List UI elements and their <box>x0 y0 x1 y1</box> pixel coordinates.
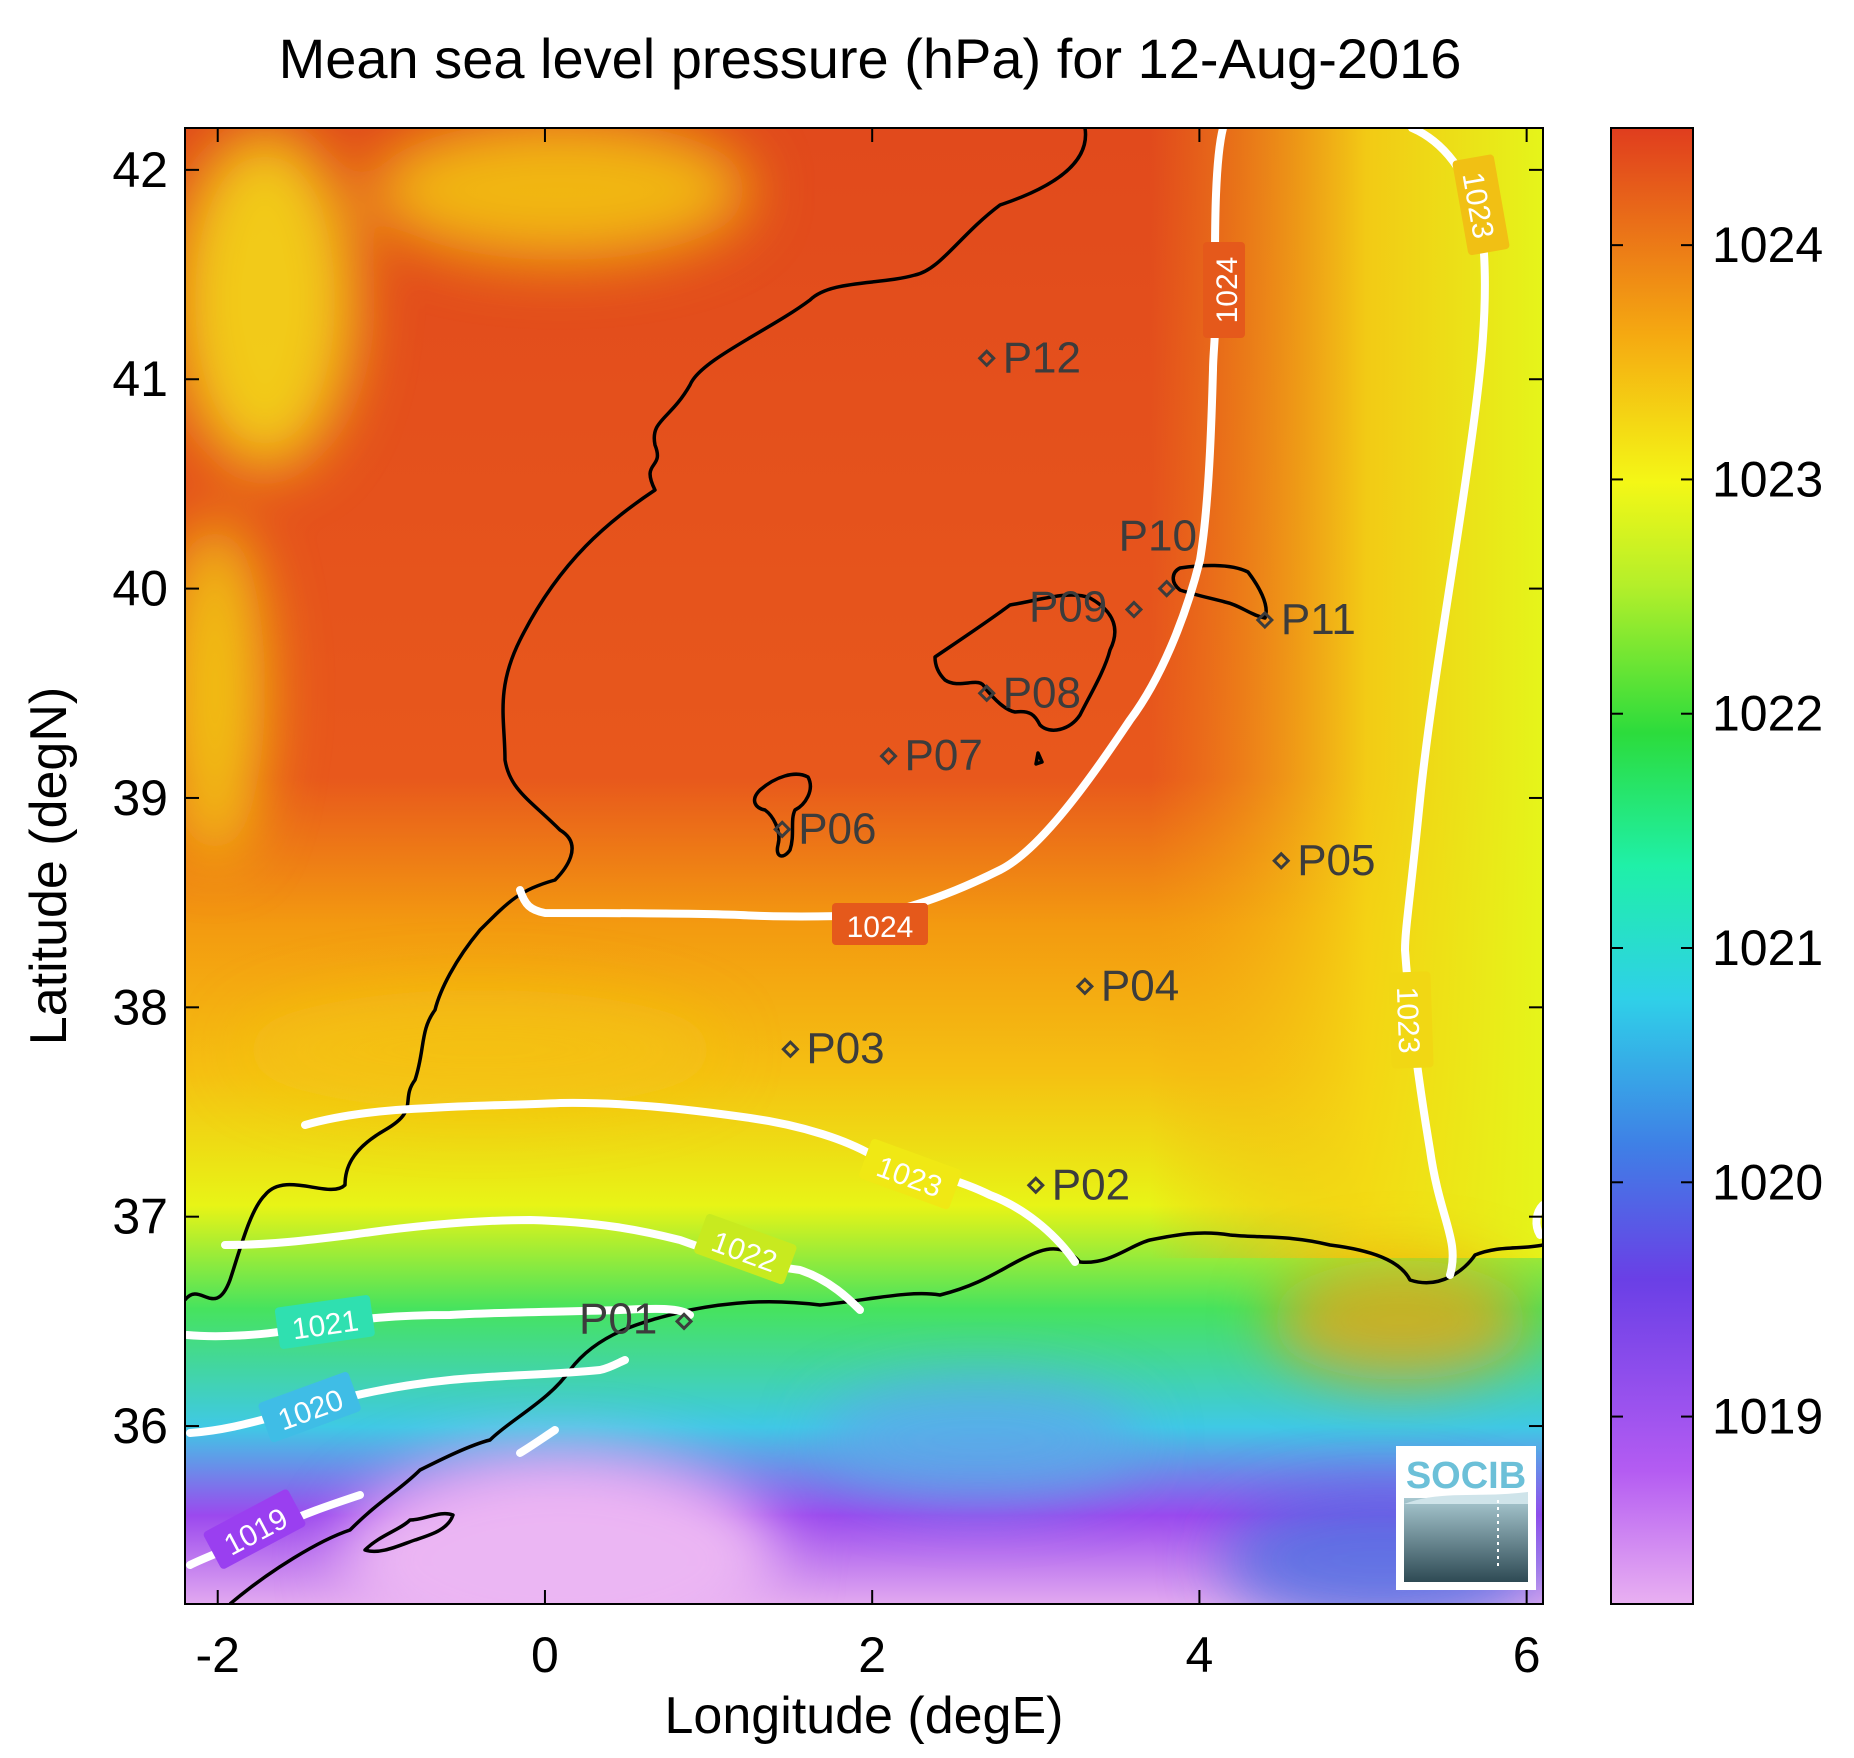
x-axis-label: Longitude (degE) <box>665 1687 1064 1745</box>
balearic-islands <box>752 563 1268 858</box>
socib-logo: SOCIB <box>1396 1446 1536 1590</box>
y-tick-label: 40 <box>112 561 168 617</box>
station-label: P10 <box>1119 512 1197 561</box>
contour-label: 1023 <box>1390 986 1425 1054</box>
contour-labels: 1024 1024 1023 1023 1023 1022 1021 1020 … <box>203 154 1510 1569</box>
colorbar-tick-label: 1020 <box>1712 1154 1823 1210</box>
x-tick-label: 4 <box>1186 1627 1214 1683</box>
x-axis: -2 0 2 4 6 <box>195 128 1541 1683</box>
station-marker <box>879 746 898 766</box>
colorbar-tick-label: 1019 <box>1712 1389 1823 1445</box>
colorbar-ticks: 1019 1020 1021 1022 1023 1024 <box>1611 217 1823 1445</box>
station-label: P08 <box>1003 668 1081 717</box>
coastline <box>185 128 1543 1604</box>
y-tick-label: 36 <box>112 1398 168 1454</box>
station-label: P04 <box>1101 961 1179 1010</box>
station-label: P11 <box>1281 595 1356 644</box>
y-axis: 36 37 38 39 40 41 42 <box>112 142 1543 1454</box>
y-axis-label: Latitude (degN) <box>20 687 78 1045</box>
station-marker <box>1124 600 1144 619</box>
x-tick-label: 6 <box>1513 1627 1541 1683</box>
y-tick-label: 42 <box>112 142 168 198</box>
station-marker <box>1157 579 1176 598</box>
pressure-field <box>185 128 1543 1604</box>
station-marker <box>977 684 996 703</box>
y-tick-label: 37 <box>112 1189 168 1245</box>
station-label: P05 <box>1297 836 1375 885</box>
station-marker <box>781 1040 800 1059</box>
station-label: P02 <box>1052 1160 1130 1209</box>
station-marker <box>674 1312 694 1331</box>
map-frame <box>184 127 1544 1605</box>
colorbar: 1019 1020 1021 1022 1023 1024 <box>1610 127 1823 1605</box>
logo-text: SOCIB <box>1406 1455 1526 1497</box>
y-tick-label: 41 <box>112 351 168 407</box>
station-marker <box>773 820 792 839</box>
x-tick-label: -2 <box>195 1627 239 1683</box>
station-marker <box>977 349 996 368</box>
station-marker <box>1026 1176 1045 1195</box>
x-tick-label: 0 <box>531 1627 559 1683</box>
station-label: P06 <box>798 804 876 853</box>
station-marker <box>1272 851 1291 870</box>
station-label: P01 <box>579 1294 657 1343</box>
x-tick-label: 2 <box>858 1627 886 1683</box>
contour-label: 1024 <box>847 911 914 944</box>
colorbar-tick-label: 1022 <box>1712 686 1823 742</box>
y-tick-label: 39 <box>112 770 168 826</box>
station-label: P09 <box>1029 583 1107 632</box>
colorbar-gradient <box>1610 127 1694 1605</box>
contour-label: 1024 <box>1211 257 1244 324</box>
colorbar-tick-label: 1021 <box>1712 920 1823 976</box>
y-tick-label: 38 <box>112 979 168 1035</box>
station-marker <box>1075 977 1095 996</box>
colorbar-tick-label: 1024 <box>1712 217 1823 273</box>
map-title: Mean sea level pressure (hPa) for 12-Aug… <box>279 27 1462 90</box>
station-label: P12 <box>1003 333 1081 382</box>
station-marker <box>1255 610 1274 630</box>
station-label: P03 <box>806 1024 884 1073</box>
colorbar-tick-label: 1023 <box>1712 451 1823 507</box>
station-label: P07 <box>905 731 983 780</box>
